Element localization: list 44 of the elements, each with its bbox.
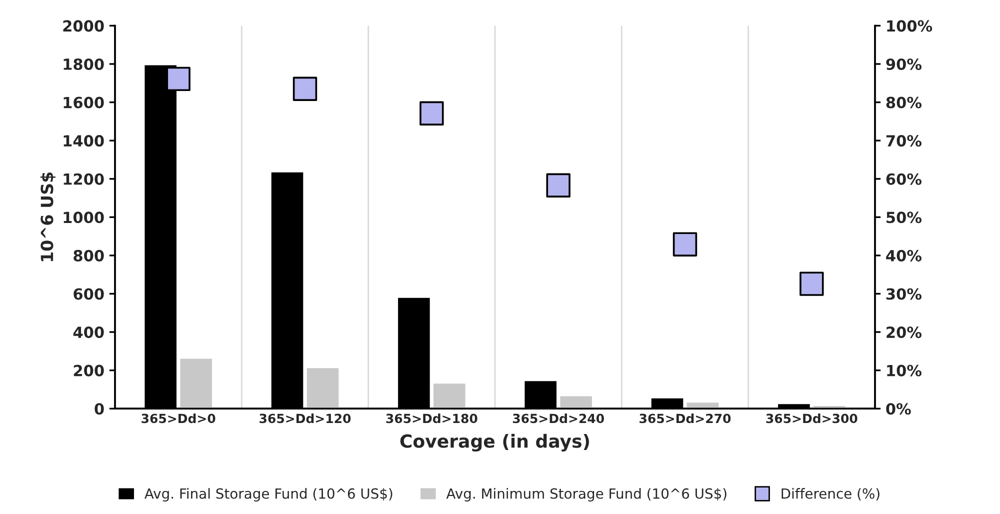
y-tick-label: 1000 <box>64 212 104 224</box>
y-tick-label: 600 <box>74 288 104 300</box>
y-tick-label: 0 <box>94 403 104 415</box>
y2-tick-label: 30% <box>886 288 922 300</box>
point <box>292 76 318 101</box>
bar <box>306 368 339 409</box>
x-tick-label: 365>Dd>0 <box>142 413 216 424</box>
x-axis-title: Coverage (in days) <box>400 434 589 452</box>
point <box>800 272 824 296</box>
bar <box>434 384 466 409</box>
y-tick-label: 200 <box>74 364 104 376</box>
y-tick-label: 1600 <box>64 96 104 108</box>
bar <box>686 402 719 409</box>
y-tick-label: 400 <box>73 326 104 338</box>
y-tick-label: 800 <box>74 250 104 262</box>
y2-tick-label: 20% <box>886 326 922 338</box>
x-tick-label: 365>Dd>120 <box>260 413 351 424</box>
y2-tick-label: 10% <box>887 364 922 376</box>
x-tick-label: 365>Dd>300 <box>766 413 858 424</box>
y-tick-label: 1400 <box>64 135 104 147</box>
legend-label: Difference (%) <box>782 488 880 500</box>
y-tick-label: 2000 <box>63 20 104 32</box>
point <box>546 173 570 198</box>
y2-tick-label: 0% <box>886 403 911 415</box>
bar <box>560 396 592 409</box>
point <box>420 101 444 126</box>
y2-tick-label: 90% <box>886 58 922 70</box>
x-tick-label: 365>Dd>270 <box>640 413 731 424</box>
y-axis-title: 10^6 US$ <box>40 172 56 262</box>
x-tick-label: 365>Dd>240 <box>512 413 604 424</box>
legend-label: Avg. Minimum Storage Fund (10^6 US$) <box>446 488 726 502</box>
y2-tick-label: 50% <box>886 212 922 224</box>
legend-label: Avg. Final Storage Fund (10^6 US$) <box>144 488 392 502</box>
y2-tick-label: 40% <box>886 250 922 262</box>
y-tick-label: 1200 <box>64 173 104 185</box>
x-tick-label: 365>Dd>180 <box>386 413 478 424</box>
y-tick-label: 1800 <box>64 58 104 70</box>
y2-tick-label: 80% <box>886 96 922 108</box>
y2-tick-label: 60% <box>886 173 922 185</box>
bar <box>180 358 212 409</box>
point <box>166 66 190 92</box>
point <box>672 232 698 256</box>
y2-tick-label: 100% <box>887 20 932 32</box>
y2-tick-label: 70% <box>886 135 922 147</box>
